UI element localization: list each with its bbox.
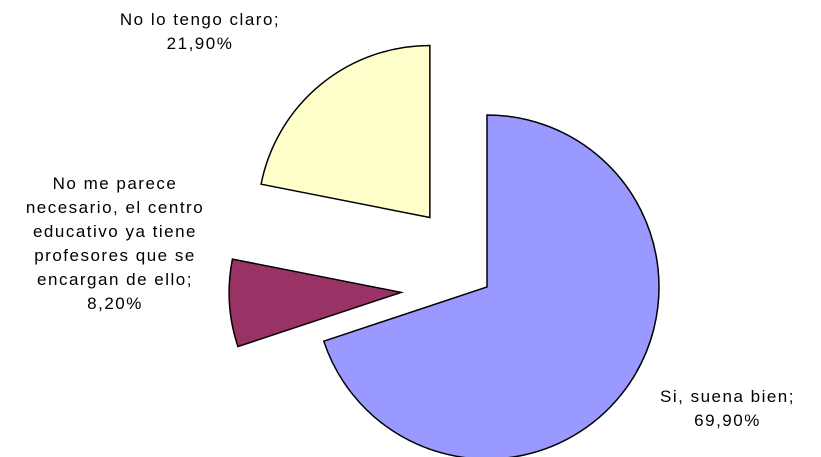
pie-slice: [228, 258, 405, 348]
pie-slice: [260, 44, 431, 219]
slice-label: No me parece necesario, el centro educat…: [25, 174, 205, 313]
slice-label: Si, suena bien; 69,90%: [660, 387, 795, 430]
slice-label-box: Si, suena bien; 69,90%: [660, 387, 795, 430]
slice-label: No lo tengo claro; 21,90%: [119, 10, 281, 53]
pie-slice: [322, 114, 660, 457]
slice-label-box: No lo tengo claro; 21,90%: [119, 10, 281, 53]
slice-label-box: No me parece necesario, el centro educat…: [25, 174, 205, 313]
